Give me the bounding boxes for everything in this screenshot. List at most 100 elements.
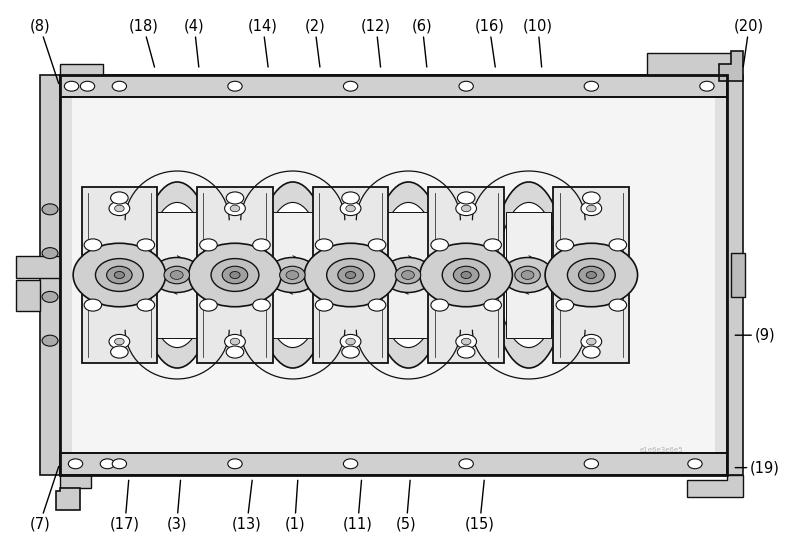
Circle shape <box>68 459 82 469</box>
Circle shape <box>326 258 374 292</box>
Circle shape <box>343 459 358 469</box>
Ellipse shape <box>378 202 439 348</box>
Circle shape <box>582 346 600 358</box>
Circle shape <box>253 299 270 311</box>
Bar <box>59 75 727 97</box>
Text: (13): (13) <box>232 480 262 531</box>
Bar <box>59 453 727 475</box>
Circle shape <box>137 239 154 251</box>
Text: (19): (19) <box>735 460 780 475</box>
Circle shape <box>109 334 130 349</box>
Circle shape <box>151 257 202 293</box>
Circle shape <box>586 272 597 278</box>
Circle shape <box>280 266 305 284</box>
Ellipse shape <box>498 202 560 348</box>
Text: (1): (1) <box>285 480 305 531</box>
Ellipse shape <box>139 182 215 368</box>
Circle shape <box>315 239 333 251</box>
Circle shape <box>42 292 58 302</box>
Circle shape <box>581 201 602 216</box>
Bar <box>554 188 630 362</box>
Text: (5): (5) <box>396 480 417 531</box>
Circle shape <box>267 257 318 293</box>
Circle shape <box>170 271 183 279</box>
Circle shape <box>137 299 154 311</box>
Circle shape <box>431 239 449 251</box>
Circle shape <box>586 338 596 345</box>
Circle shape <box>609 299 626 311</box>
Circle shape <box>109 201 130 216</box>
Circle shape <box>368 239 386 251</box>
Circle shape <box>502 257 553 293</box>
Circle shape <box>110 192 128 204</box>
Polygon shape <box>59 475 91 488</box>
Circle shape <box>420 243 513 307</box>
Circle shape <box>462 205 471 212</box>
Bar <box>154 212 200 338</box>
Bar <box>727 75 743 475</box>
Circle shape <box>382 257 434 293</box>
Text: (17): (17) <box>110 480 140 531</box>
Circle shape <box>368 299 386 311</box>
Circle shape <box>73 243 166 307</box>
Circle shape <box>545 243 638 307</box>
Text: e1e6e3e6e5: e1e6e3e6e5 <box>639 447 683 453</box>
Circle shape <box>459 459 474 469</box>
Circle shape <box>42 335 58 346</box>
Circle shape <box>688 459 702 469</box>
Circle shape <box>114 205 124 212</box>
Polygon shape <box>55 488 79 510</box>
Circle shape <box>228 459 242 469</box>
Text: (16): (16) <box>474 19 504 67</box>
Bar <box>59 75 727 475</box>
Ellipse shape <box>262 202 324 348</box>
Circle shape <box>521 271 534 279</box>
Circle shape <box>402 271 414 279</box>
Circle shape <box>200 299 218 311</box>
Ellipse shape <box>146 202 208 348</box>
Circle shape <box>228 81 242 91</box>
Bar <box>59 75 727 475</box>
Circle shape <box>484 299 502 311</box>
Circle shape <box>582 192 600 204</box>
Circle shape <box>164 266 190 284</box>
Circle shape <box>586 205 596 212</box>
Text: (7): (7) <box>30 466 58 531</box>
Circle shape <box>458 346 475 358</box>
Text: (10): (10) <box>523 19 553 67</box>
Bar <box>428 188 504 362</box>
Circle shape <box>42 248 58 258</box>
Circle shape <box>114 272 125 278</box>
Polygon shape <box>719 51 743 81</box>
Circle shape <box>346 338 355 345</box>
Text: (12): (12) <box>361 19 391 67</box>
Circle shape <box>230 272 240 278</box>
Circle shape <box>515 266 540 284</box>
Circle shape <box>567 258 615 292</box>
Circle shape <box>226 192 244 204</box>
Circle shape <box>461 272 471 278</box>
Circle shape <box>459 81 474 91</box>
Circle shape <box>484 239 502 251</box>
Bar <box>313 188 389 362</box>
Text: (9): (9) <box>735 328 775 343</box>
Circle shape <box>342 346 359 358</box>
Circle shape <box>456 334 477 349</box>
Circle shape <box>211 258 259 292</box>
Circle shape <box>110 346 128 358</box>
Circle shape <box>253 239 270 251</box>
Text: (14): (14) <box>248 19 278 67</box>
Circle shape <box>225 201 246 216</box>
Text: (18): (18) <box>128 19 158 67</box>
Bar <box>506 212 551 338</box>
Circle shape <box>304 243 397 307</box>
Circle shape <box>64 81 78 91</box>
Text: (2): (2) <box>304 19 325 67</box>
Circle shape <box>342 192 359 204</box>
Circle shape <box>340 334 361 349</box>
Polygon shape <box>687 475 743 497</box>
Text: (8): (8) <box>30 19 58 84</box>
Circle shape <box>106 266 132 284</box>
Bar <box>386 212 431 338</box>
Text: (6): (6) <box>412 19 433 67</box>
